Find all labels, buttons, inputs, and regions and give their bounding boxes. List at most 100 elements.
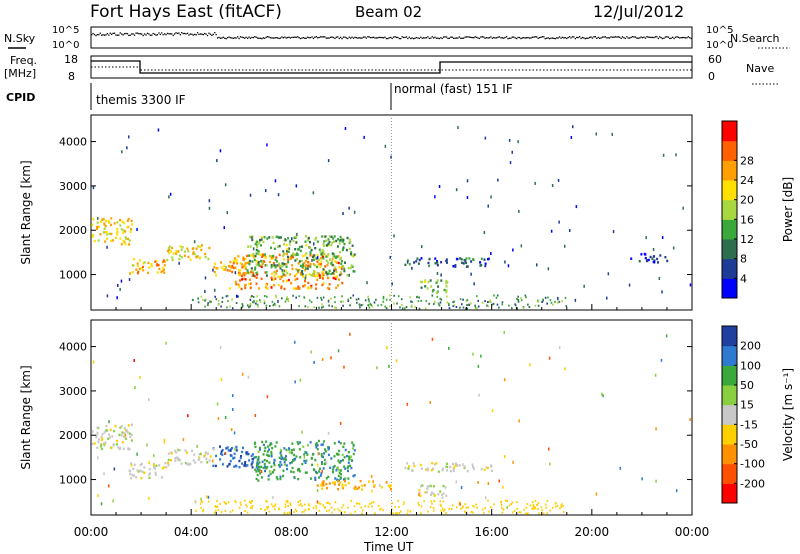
ground-cell xyxy=(554,300,556,303)
scatter-cell xyxy=(316,278,319,282)
scatter-cell xyxy=(424,279,427,282)
scatter-cell xyxy=(119,237,122,240)
scatter-cell xyxy=(124,243,127,246)
scatter-cell xyxy=(418,489,421,492)
scatter-cell xyxy=(220,452,222,455)
scatter-cell xyxy=(649,255,652,259)
scatter-cell xyxy=(220,450,223,453)
ground-cell xyxy=(511,307,513,310)
scatter-cell xyxy=(309,246,312,250)
scatter-cell xyxy=(220,261,222,264)
ground-cell xyxy=(546,500,549,503)
scatter-cell xyxy=(91,223,94,226)
ground-cell xyxy=(541,301,543,303)
scatter-cell xyxy=(445,462,448,465)
ground-cell xyxy=(465,506,468,509)
noise-sample xyxy=(298,37,300,39)
ground-cell xyxy=(382,295,385,298)
ground-cell xyxy=(295,510,298,512)
noise-sample xyxy=(146,32,149,34)
noise-cell xyxy=(208,206,211,210)
scatter-cell xyxy=(243,274,246,277)
noise-sample xyxy=(687,36,689,38)
ground-cell xyxy=(330,506,333,509)
scatter-cell xyxy=(258,240,261,243)
scatter-cell xyxy=(256,273,259,276)
noise-sample xyxy=(118,34,120,36)
ground-cell xyxy=(446,295,448,298)
scatter-cell xyxy=(444,486,447,489)
ground-cell xyxy=(197,301,200,304)
scatter-cell xyxy=(251,238,254,242)
noise-sample xyxy=(255,36,257,38)
ground-cell xyxy=(303,510,305,513)
scatter-cell xyxy=(653,255,656,258)
ground-cell xyxy=(241,304,244,307)
scatter-cell xyxy=(122,447,125,451)
noise-cell xyxy=(219,345,222,349)
scatter-cell xyxy=(199,245,202,249)
scatter-cell xyxy=(445,285,448,288)
noise-cell xyxy=(658,277,661,280)
ground-cell xyxy=(464,503,467,506)
scatter-cell xyxy=(344,467,347,470)
scatter-cell xyxy=(96,227,98,231)
scatter-cell xyxy=(432,467,435,471)
scatter-cell xyxy=(247,271,250,274)
noise-sample xyxy=(518,36,521,39)
noise-sample xyxy=(96,34,98,36)
ground-cell xyxy=(394,505,396,508)
ground-cell xyxy=(307,306,309,309)
scatter-cell xyxy=(96,431,99,435)
ground-cell xyxy=(265,304,268,307)
scatter-cell xyxy=(327,242,330,245)
ground-cell xyxy=(241,303,244,305)
scatter-cell xyxy=(244,283,247,287)
noise-sample xyxy=(136,32,139,34)
scatter-cell xyxy=(100,447,103,451)
scatter-cell xyxy=(249,259,252,263)
scatter-cell xyxy=(223,264,226,267)
noise-sample xyxy=(141,33,143,35)
ground-cell xyxy=(467,506,470,509)
scatter-cell xyxy=(193,453,196,456)
ground-cell xyxy=(217,508,220,511)
noise-cell xyxy=(564,367,566,371)
scatter-cell xyxy=(257,450,260,453)
noise-sample xyxy=(209,33,212,35)
noise-cell xyxy=(272,496,274,500)
scatter-cell xyxy=(441,467,444,470)
ground-cell xyxy=(461,303,463,306)
ground-cell xyxy=(470,510,473,513)
scatter-cell xyxy=(283,447,286,450)
scatter-cell xyxy=(154,471,157,474)
scatter-cell xyxy=(161,260,164,264)
scatter-cell xyxy=(165,465,168,469)
scatter-cell xyxy=(289,273,292,276)
noise-sample xyxy=(669,37,671,40)
scatter-cell xyxy=(337,479,339,483)
scatter-cell xyxy=(316,260,319,263)
scatter-cell xyxy=(306,265,309,268)
scatter-cell xyxy=(279,475,282,478)
ground-cell xyxy=(554,505,557,508)
ground-cell xyxy=(536,504,539,507)
scatter-cell xyxy=(257,263,260,266)
scatter-cell xyxy=(254,268,257,271)
scatter-cell xyxy=(248,459,251,462)
noise-sample xyxy=(142,34,144,37)
scatter-cell xyxy=(429,484,432,488)
scatter-cell xyxy=(253,258,256,262)
ground-cell xyxy=(244,510,246,512)
scatter-cell xyxy=(303,459,306,463)
ground-cell xyxy=(385,307,388,310)
scatter-cell xyxy=(465,257,468,260)
ground-cell xyxy=(350,499,352,502)
ground-cell xyxy=(537,304,540,307)
scatter-cell xyxy=(339,469,342,472)
noise-cell xyxy=(124,433,127,437)
noise-cell xyxy=(339,422,342,425)
scatter-cell xyxy=(233,456,236,459)
noise-sample xyxy=(402,36,405,39)
noise-cell xyxy=(652,248,655,251)
